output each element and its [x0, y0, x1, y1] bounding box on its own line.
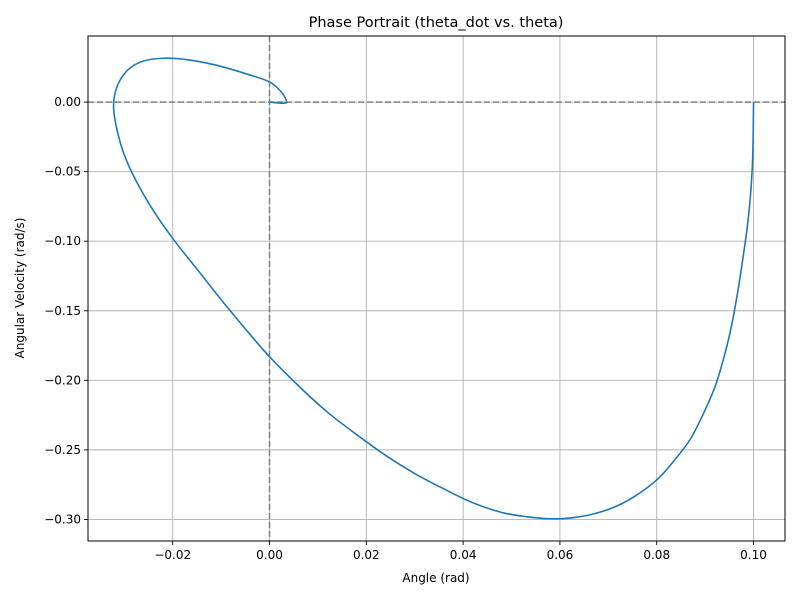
y-tick-label: −0.10 — [44, 234, 81, 248]
x-tick-label: 0.02 — [353, 548, 380, 562]
phase-trajectory-line — [112, 57, 755, 520]
x-tick-label: 0.06 — [547, 548, 574, 562]
reference-lines — [88, 36, 785, 541]
y-axis-label: Angular Velocity (rad/s) — [13, 218, 27, 359]
chart-title: Phase Portrait (theta_dot vs. theta) — [309, 15, 564, 31]
y-tick-label: −0.15 — [44, 304, 81, 318]
y-tick-label: −0.30 — [44, 512, 81, 526]
x-tick-label: 0.10 — [740, 548, 767, 562]
x-tick-label: 0.04 — [450, 548, 477, 562]
x-tick-label: 0.00 — [256, 548, 283, 562]
y-tick-label: −0.05 — [44, 165, 81, 179]
series-layer — [112, 57, 755, 520]
tick-layer: −0.02 0.00 0.02 0.04 0.06 0.08 0.10 0.00 −0.05 −0… — [44, 95, 767, 562]
y-tick-label: −0.20 — [44, 373, 81, 387]
x-tick-label: 0.08 — [643, 548, 670, 562]
y-tick-label: −0.25 — [44, 443, 81, 457]
x-axis-label: Angle (rad) — [402, 571, 469, 585]
x-tick-label: −0.02 — [154, 548, 191, 562]
grid-layer — [88, 36, 785, 541]
plot-frame — [87, 35, 786, 542]
y-tick-label: 0.00 — [54, 95, 81, 109]
